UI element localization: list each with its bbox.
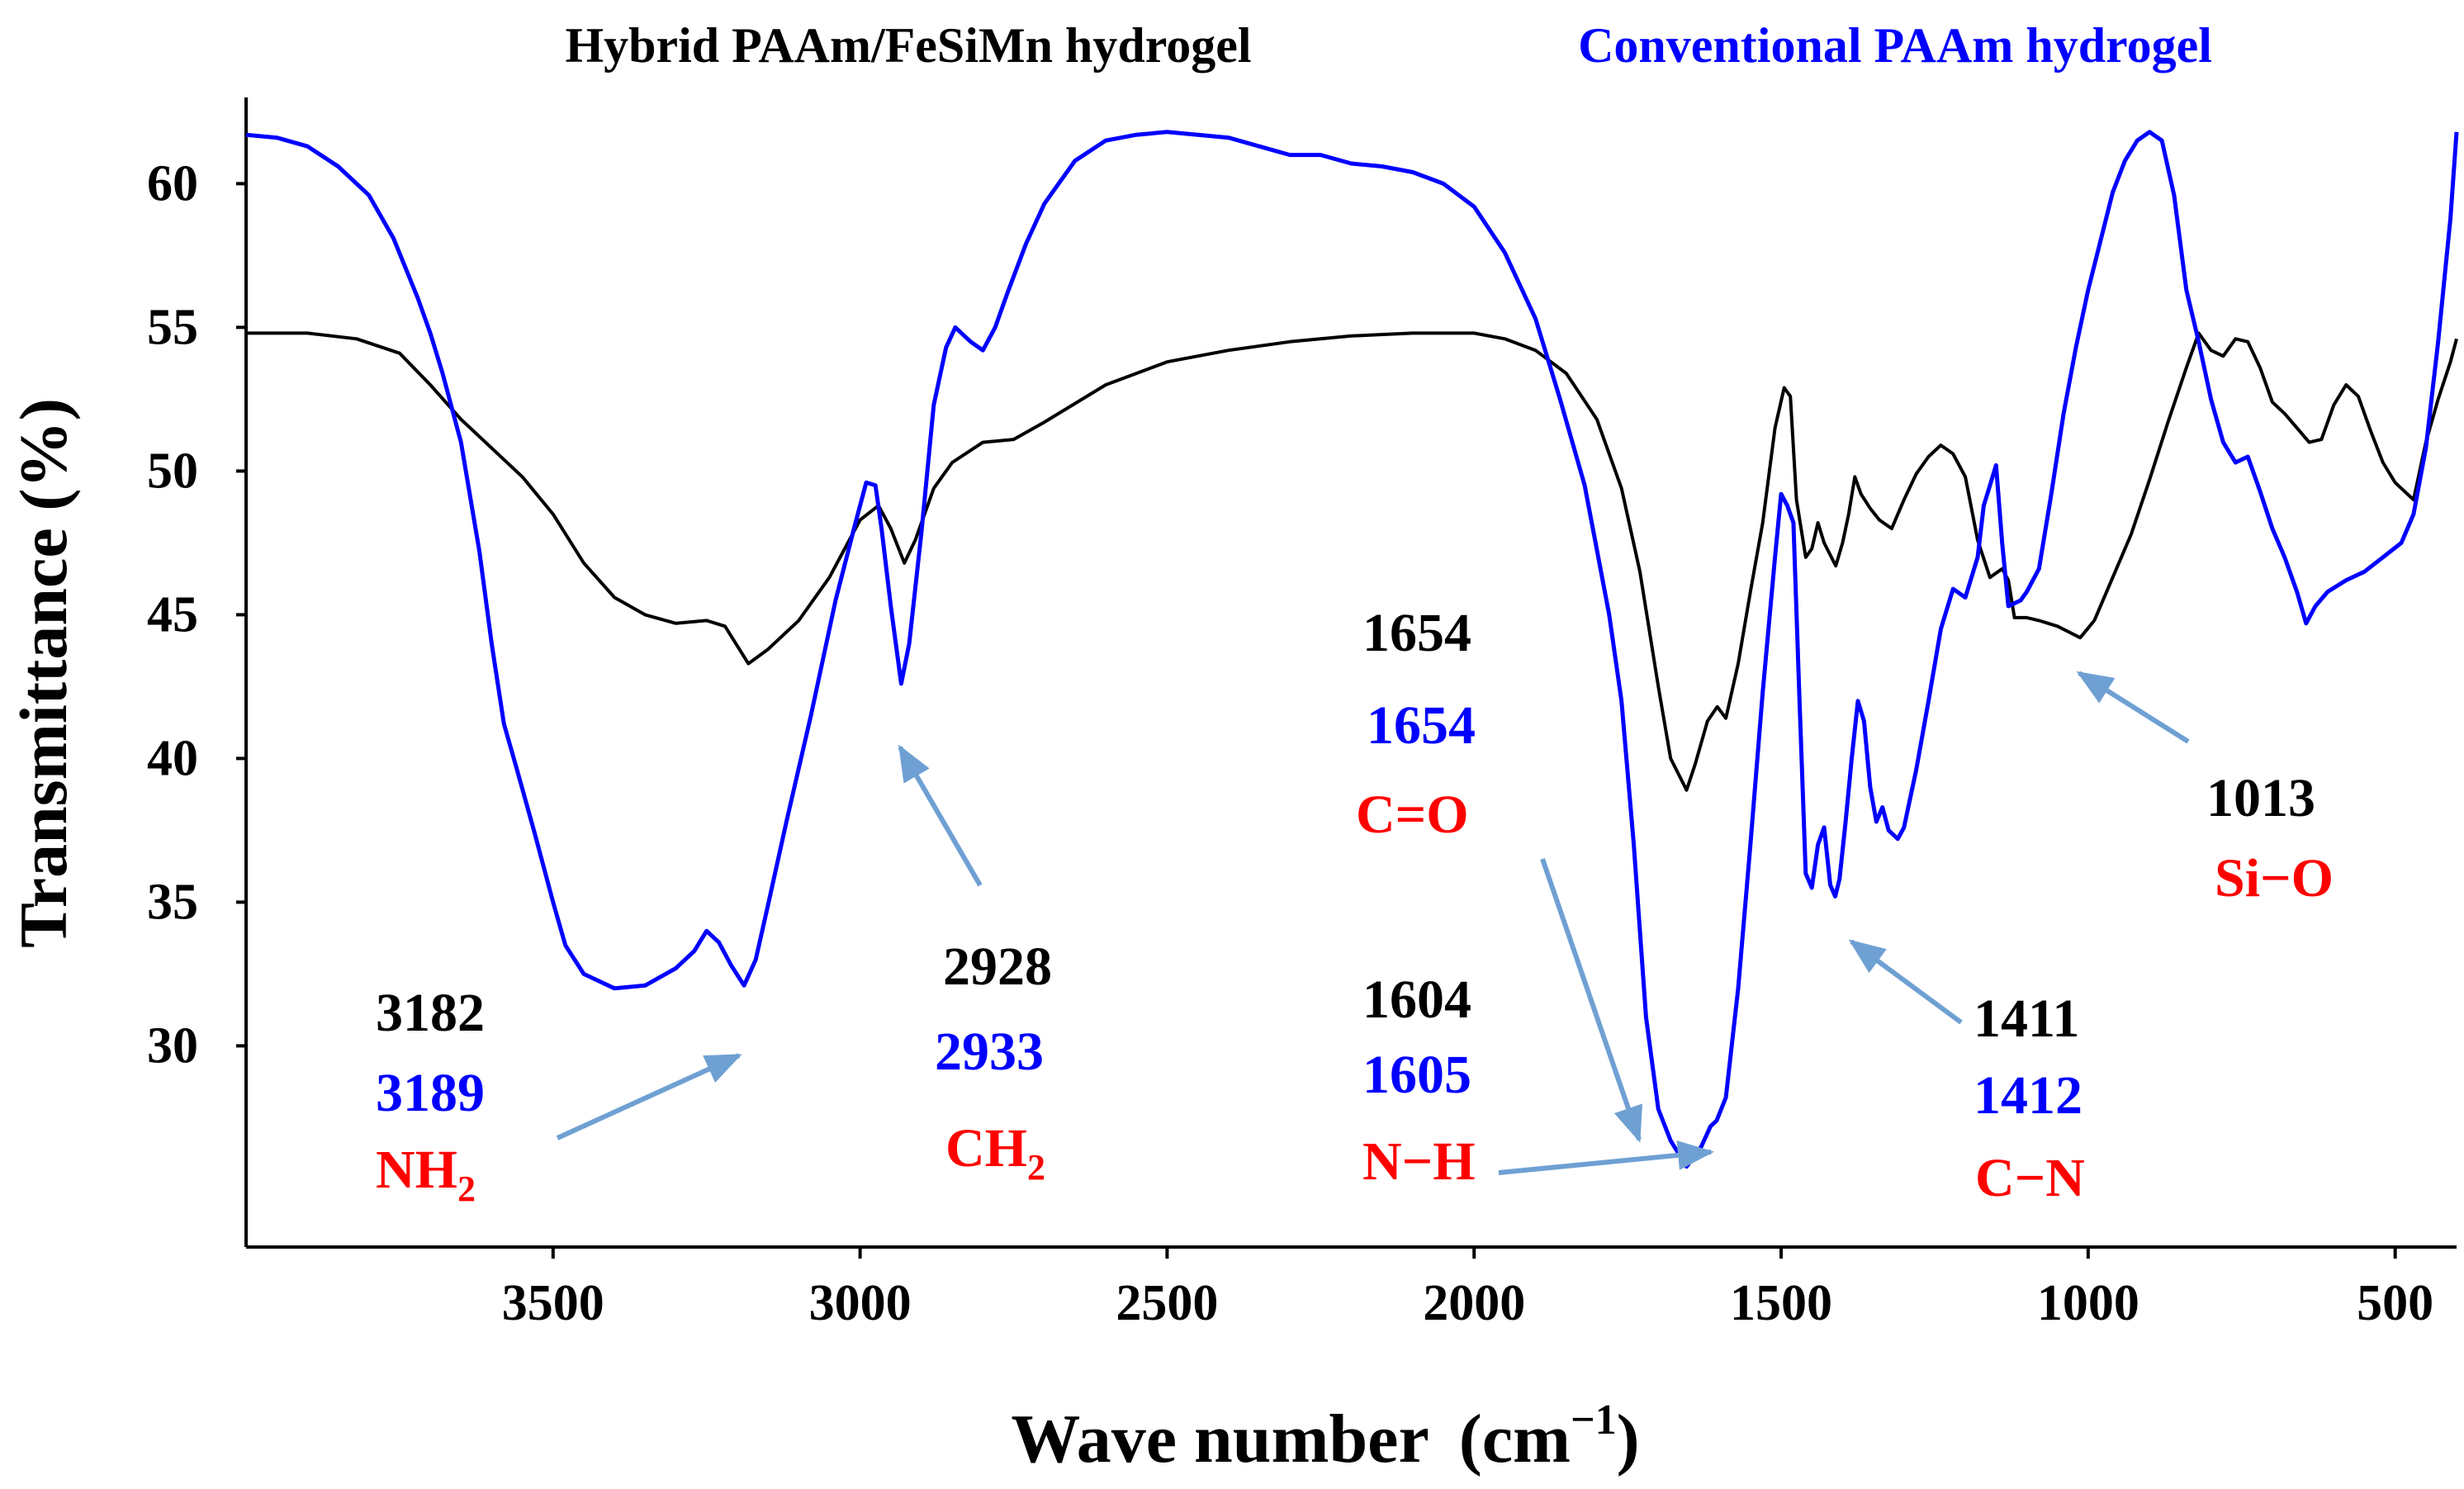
- legend-conventional: Conventional PAAm hydrogel: [1578, 18, 2212, 73]
- series-conventional-line: [245, 130, 2459, 1169]
- x-tick-label: 1000: [2037, 1275, 2139, 1331]
- arrow-sio: [2076, 671, 2190, 744]
- y-tick-label: 35: [147, 874, 198, 930]
- label-co-blue: 1654: [1367, 695, 1476, 756]
- arrow-cn: [1848, 939, 1963, 1025]
- arrow-nh2: [556, 1053, 742, 1140]
- series-layer: [245, 130, 2459, 1169]
- label-ch2-black: 2928: [943, 937, 1052, 997]
- label-sio-black: 1013: [2206, 768, 2315, 828]
- x-axis-label-exp: −1: [1571, 1397, 1617, 1444]
- x-tick-label: 500: [2357, 1275, 2433, 1331]
- label-nh-group: N−H: [1362, 1131, 1476, 1192]
- label-co-black: 1654: [1362, 603, 1471, 663]
- x-axis-label-unit: (cm: [1459, 1401, 1571, 1477]
- y-tick-label: 50: [147, 443, 198, 499]
- x-tick-label: 2500: [1116, 1275, 1218, 1331]
- axes: [244, 97, 2457, 1249]
- series-hybrid-line: [246, 331, 2458, 792]
- arrow-co: [1540, 858, 1643, 1143]
- label-nh-black: 1604: [1362, 970, 1471, 1030]
- label-nh2-black: 3182: [376, 983, 485, 1043]
- x-tick-label: 3000: [809, 1275, 912, 1331]
- label-cn-group: C−N: [1975, 1148, 2085, 1208]
- y-tick-label: 45: [147, 586, 198, 643]
- label-ch2-group-text: CH: [945, 1118, 1027, 1178]
- x-tick-label: 3500: [502, 1275, 604, 1331]
- label-ch2-group: CH2: [945, 1118, 1045, 1188]
- label-co-group: C=O: [1356, 785, 1469, 845]
- arrow-ch2: [898, 744, 983, 887]
- y-tick-label: 30: [147, 1017, 198, 1074]
- annotations: 3182 3189 NH2 2928 2933 CH2 1654 1654 C=…: [376, 603, 2334, 1209]
- y-tick-label: 55: [147, 299, 198, 355]
- label-ch2-blue: 2933: [935, 1022, 1044, 1082]
- arrow-nh: [1498, 1140, 1714, 1175]
- x-axis-label: Wave number (cm−1): [1011, 1397, 1639, 1477]
- legend-hybrid: Hybrid PAAm/FeSiMn hydrogel: [565, 18, 1251, 73]
- label-nh2-group: NH2: [376, 1140, 476, 1209]
- x-axis-label-close: ): [1617, 1401, 1640, 1477]
- y-ticks: 30 35 40 45 50 55 60: [147, 155, 246, 1074]
- x-ticks: 3500 3000 2500 2000 1500 1000 500: [502, 1247, 2433, 1331]
- label-nh2-blue: 3189: [376, 1063, 485, 1123]
- x-tick-label: 2000: [1423, 1275, 1525, 1331]
- y-tick-label: 60: [147, 155, 198, 211]
- legend: Hybrid PAAm/FeSiMn hydrogel Conventional…: [565, 18, 2211, 73]
- x-tick-label: 1500: [1730, 1275, 1832, 1331]
- label-nh-blue: 1605: [1362, 1045, 1471, 1105]
- label-nh2-group-sub: 2: [457, 1169, 476, 1209]
- annotation-arrows: [556, 671, 2190, 1175]
- label-nh2-group-text: NH: [376, 1140, 457, 1200]
- label-sio-group: Si−O: [2215, 848, 2334, 908]
- y-axis-label: Transmittance (%): [6, 398, 81, 948]
- x-axis-label-text: Wave number: [1011, 1401, 1429, 1477]
- y-tick-label: 40: [147, 730, 198, 786]
- label-cn-blue: 1412: [1974, 1065, 2083, 1126]
- label-cn-black: 1411: [1974, 989, 2079, 1049]
- label-ch2-group-sub: 2: [1027, 1147, 1045, 1188]
